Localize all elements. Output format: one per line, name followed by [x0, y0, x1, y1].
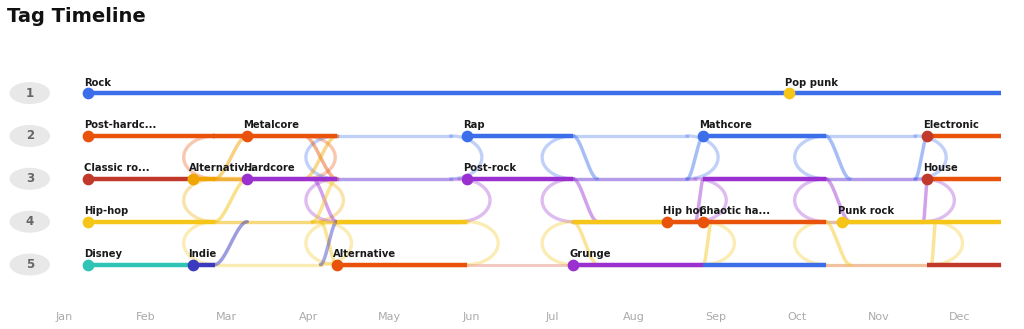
Text: Post-hardc...: Post-hardc... [84, 120, 157, 130]
Point [780, 90, 797, 96]
Point [184, 176, 201, 182]
Point [565, 262, 582, 267]
Text: Rock: Rock [84, 78, 112, 88]
Text: Alternative: Alternative [333, 249, 396, 259]
Text: Metalcore: Metalcore [243, 120, 299, 130]
Circle shape [10, 126, 49, 146]
Text: Indie: Indie [188, 249, 217, 259]
Circle shape [10, 83, 49, 103]
Text: Electronic: Electronic [924, 120, 979, 130]
Point [329, 262, 345, 267]
Text: House: House [924, 163, 958, 173]
Circle shape [10, 212, 49, 232]
Text: Post-rock: Post-rock [463, 163, 516, 173]
Text: Chaotic ha...: Chaotic ha... [699, 206, 770, 216]
Point [695, 133, 712, 139]
Text: 2: 2 [26, 129, 34, 142]
Text: 1: 1 [26, 87, 34, 100]
Text: Tag Timeline: Tag Timeline [7, 7, 145, 26]
Text: 5: 5 [26, 258, 34, 271]
Text: Alternativ...: Alternativ... [188, 163, 256, 173]
Point [834, 219, 850, 224]
Point [459, 176, 475, 182]
Point [80, 133, 96, 139]
Text: Disney: Disney [84, 249, 122, 259]
Text: Hip hop: Hip hop [663, 206, 707, 216]
Point [239, 176, 255, 182]
Circle shape [10, 168, 49, 189]
Circle shape [10, 254, 49, 275]
Point [920, 133, 936, 139]
Text: Hardcore: Hardcore [243, 163, 295, 173]
Point [658, 219, 675, 224]
Point [459, 133, 475, 139]
Text: 3: 3 [26, 172, 34, 185]
Point [695, 219, 712, 224]
Point [80, 219, 96, 224]
Point [184, 262, 201, 267]
Text: Punk rock: Punk rock [838, 206, 894, 216]
Point [239, 133, 255, 139]
Text: Pop punk: Pop punk [784, 78, 838, 88]
Point [80, 176, 96, 182]
Text: Grunge: Grunge [569, 249, 610, 259]
Text: Mathcore: Mathcore [699, 120, 753, 130]
Point [80, 90, 96, 96]
Point [920, 176, 936, 182]
Point [80, 262, 96, 267]
Text: Hip-hop: Hip-hop [84, 206, 129, 216]
Text: 4: 4 [26, 215, 34, 228]
Text: Classic ro...: Classic ro... [84, 163, 150, 173]
Text: Rap: Rap [463, 120, 484, 130]
